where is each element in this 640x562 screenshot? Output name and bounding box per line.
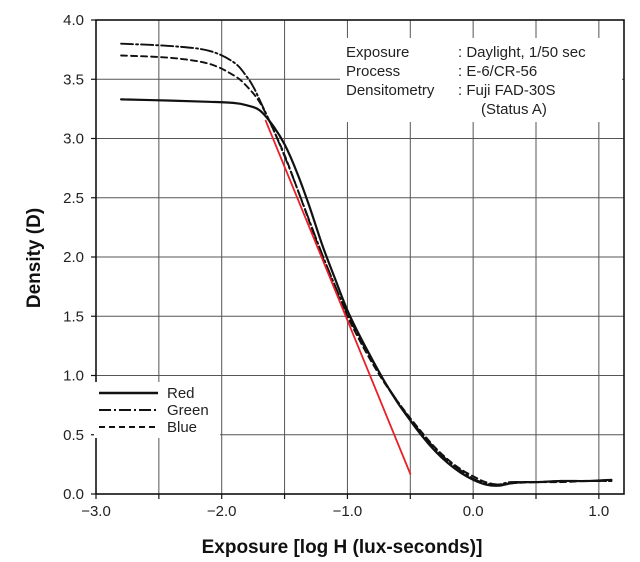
legend-label-red: Red [167,385,195,402]
legend-label-green: Green [167,402,209,419]
y-tick-label: 2.5 [63,190,84,207]
y-tick-label: 4.0 [63,12,84,29]
info-label-process: Process [346,63,400,80]
info-value-exposure: : Daylight, 1/50 sec [458,44,586,61]
x-tick-label: −2.0 [207,503,237,520]
x-tick-label: −1.0 [333,503,363,520]
info-box: Exposure : Daylight, 1/50 sec Process : … [340,38,622,122]
series-green-line [120,42,613,486]
series-blue-line [120,54,613,486]
info-value-process: : E-6/CR-56 [458,63,537,80]
info-label-exposure: Exposure [346,44,409,61]
gamma-line [264,119,412,475]
info-box-background [340,38,622,122]
x-tick-label: −3.0 [81,503,111,520]
info-value-densitometry: : Fuji FAD-30S [458,82,556,99]
series-layer [120,42,613,487]
legend-label-blue: Blue [167,419,197,436]
x-tick-label: 0.0 [463,503,484,520]
x-axis-title: Exposure [log H (lux-seconds)] [202,537,483,558]
y-axis-title: Density (D) [24,208,45,308]
info-label-densitometry: Densitometry [346,82,435,99]
y-tick-label: 3.0 [63,131,84,148]
y-tick-label: 1.0 [63,368,84,385]
tick-labels: −3.0 −2.0 −1.0 0.0 1.0 0.0 0.5 1.0 1.5 2.0 2.5 3.0 3… [63,12,609,520]
y-tick-label: 1.5 [63,308,84,325]
y-tick-label: 0.5 [63,427,84,444]
x-tick-label: 1.0 [588,503,609,520]
y-tick-label: 0.0 [63,486,84,503]
y-tick-label: 2.0 [63,249,84,266]
y-tick-label: 3.5 [63,71,84,88]
info-value-status: (Status A) [481,101,547,118]
legend: Red Green Blue [94,382,220,438]
